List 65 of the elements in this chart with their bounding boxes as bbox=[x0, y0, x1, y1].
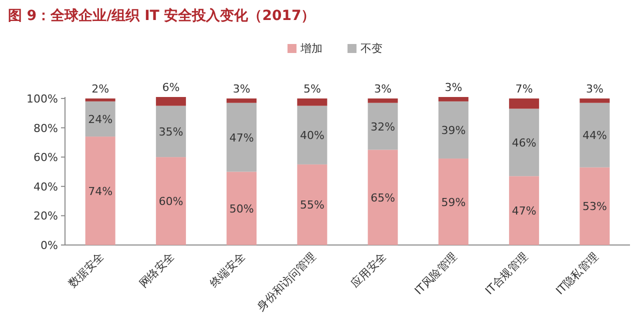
data-label: 2% bbox=[92, 82, 110, 96]
bar bbox=[368, 150, 398, 245]
x-tick-label: 网络安全 bbox=[136, 250, 178, 290]
bar bbox=[85, 98, 116, 102]
data-label: 44% bbox=[582, 129, 607, 142]
x-tick-label: IT风险管理 bbox=[412, 250, 460, 298]
bar bbox=[368, 102, 398, 150]
data-label: 60% bbox=[158, 195, 184, 208]
data-label: 35% bbox=[158, 125, 184, 138]
bar bbox=[85, 136, 116, 245]
data-label: 47% bbox=[229, 131, 254, 144]
y-tick-label: 40% bbox=[34, 180, 58, 194]
data-label: 65% bbox=[370, 191, 396, 204]
bar bbox=[297, 106, 328, 164]
y-tick-label: 80% bbox=[34, 122, 58, 135]
data-label: 6% bbox=[162, 81, 180, 94]
x-tick-label: 数据安全 bbox=[66, 250, 106, 290]
bar bbox=[85, 101, 116, 137]
bar bbox=[297, 98, 328, 106]
data-label: 59% bbox=[441, 196, 466, 209]
data-label: 39% bbox=[441, 124, 466, 137]
y-tick-label: 100% bbox=[26, 92, 58, 106]
bar bbox=[438, 101, 468, 159]
data-label: 53% bbox=[582, 200, 607, 214]
data-label: 47% bbox=[512, 204, 536, 218]
data-label: 5% bbox=[303, 82, 321, 96]
x-tick-label: 身份和访问管理 bbox=[254, 250, 318, 314]
data-label: 40% bbox=[300, 129, 324, 142]
data-label: 7% bbox=[515, 82, 533, 96]
bar bbox=[438, 158, 468, 245]
x-tick-label: 终端安全 bbox=[207, 250, 248, 290]
bar bbox=[226, 172, 257, 245]
chart-title: 图 9：全球企业/组织 IT 安全投入变化（2017） bbox=[8, 7, 316, 24]
bar bbox=[156, 157, 186, 245]
legend-label: 不变 bbox=[360, 42, 382, 55]
bar bbox=[368, 98, 398, 103]
data-label: 24% bbox=[88, 112, 113, 126]
bar bbox=[226, 98, 257, 103]
data-label: 3% bbox=[232, 82, 250, 96]
y-tick-label: 20% bbox=[34, 210, 58, 223]
y-tick-label: 0% bbox=[40, 239, 58, 252]
data-label: 55% bbox=[300, 198, 324, 212]
data-label: 50% bbox=[229, 202, 254, 216]
x-tick-label: IT隐私管理 bbox=[553, 250, 601, 298]
legend-label: 增加 bbox=[300, 42, 322, 55]
bar bbox=[438, 97, 468, 102]
bar bbox=[226, 102, 257, 172]
bar bbox=[297, 164, 328, 245]
data-label: 3% bbox=[444, 81, 462, 94]
data-label: 74% bbox=[88, 184, 113, 198]
data-label: 3% bbox=[374, 82, 392, 96]
data-label: 46% bbox=[512, 136, 536, 150]
x-tick-label: 应用安全 bbox=[348, 250, 389, 290]
data-label: 32% bbox=[370, 120, 396, 134]
data-label: 3% bbox=[586, 82, 604, 96]
bar bbox=[156, 97, 186, 106]
bar bbox=[580, 167, 610, 245]
bar bbox=[509, 98, 540, 109]
bar bbox=[509, 176, 540, 245]
bar bbox=[156, 106, 186, 158]
bar bbox=[580, 98, 610, 103]
bar bbox=[580, 102, 610, 168]
x-tick-label: IT合规管理 bbox=[482, 250, 530, 298]
y-tick-label: 60% bbox=[34, 151, 58, 164]
bar bbox=[509, 108, 540, 176]
